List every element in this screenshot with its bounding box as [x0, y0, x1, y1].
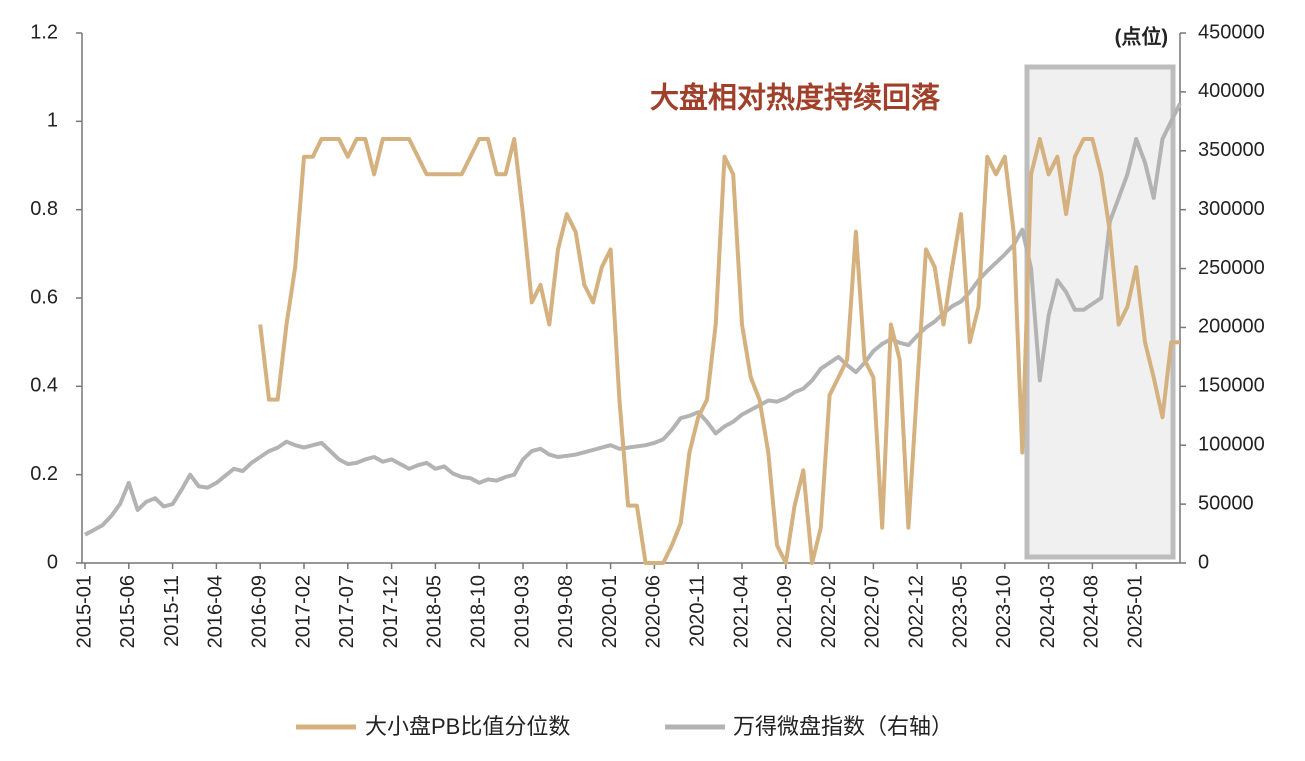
x-tick-label: 2022-02 [818, 575, 840, 648]
y-tick-label: 1.2 [30, 21, 58, 43]
plot: 0 0.2 0.4 0.6 0.8 1 1.2 0 50000 100000 150000 20000… [30, 21, 1265, 648]
x-tick-label: 2020-01 [599, 575, 621, 648]
x-tick-label: 2025-01 [1124, 575, 1146, 648]
y-tick-label: 0.6 [30, 286, 58, 308]
legend-label: 万得微盘指数（右轴） [733, 714, 953, 739]
y2-tick-label: 100000 [1198, 434, 1265, 456]
y2-tick-label: 200000 [1198, 316, 1265, 338]
x-tick-label: 2016-09 [248, 575, 270, 648]
y2-tick-label: 450000 [1198, 21, 1265, 43]
x-tick-label: 2022-12 [905, 575, 927, 648]
y2-tick-label: 50000 [1198, 492, 1254, 514]
series-line [84, 102, 1182, 537]
x-tick-label: 2019-08 [555, 575, 577, 648]
x-tick-label: 2020-06 [643, 575, 665, 648]
y-tick-label: 0.2 [30, 463, 58, 485]
y-tick-label: 0.4 [30, 375, 58, 397]
x-tick-label: 2023-05 [949, 575, 971, 648]
x-tick-label: 2021-09 [774, 575, 796, 648]
legend-label: 大小盘PB比值分位数 [365, 714, 570, 739]
x-tick-label: 2015-01 [73, 575, 95, 648]
y2-tick-label: 300000 [1198, 198, 1265, 220]
x-tick-label: 2016-04 [205, 575, 227, 648]
y-tick-label: 1 [47, 110, 58, 132]
y2-tick-label: 350000 [1198, 139, 1265, 161]
annotation: 大盘相对热度持续回落 [650, 81, 941, 115]
y2-tick-label: 0 [1198, 551, 1209, 573]
x-tick-label: 2017-12 [380, 575, 402, 648]
x-tick-label: 2015-06 [117, 575, 139, 648]
y2-label: (点位) [1115, 24, 1168, 48]
series-line [258, 137, 1180, 565]
x-tick-label: 2017-07 [336, 575, 358, 648]
y-tick-label: 0 [47, 551, 58, 573]
x-tick-label: 2021-04 [730, 575, 752, 648]
x-tick-label: 2022-07 [862, 575, 884, 648]
y2-tick-label: 150000 [1198, 375, 1265, 397]
y2-tick-label: 400000 [1198, 80, 1265, 102]
x-tick-label: 2024-08 [1081, 575, 1103, 648]
x-tick-label: 2018-05 [424, 575, 446, 648]
y-tick-label: 0.8 [30, 198, 58, 220]
x-tick-label: 2017-02 [292, 575, 314, 648]
x-tick-label: 2015-11 [161, 575, 183, 647]
x-tick-label: 2018-10 [467, 575, 489, 648]
x-tick-label: 2023-10 [993, 575, 1015, 648]
x-tick-label: 2024-03 [1037, 575, 1059, 648]
y2-tick-label: 250000 [1198, 257, 1265, 279]
x-tick-label: 2020-11 [686, 575, 708, 647]
x-tick-label: 2019-03 [511, 575, 533, 648]
